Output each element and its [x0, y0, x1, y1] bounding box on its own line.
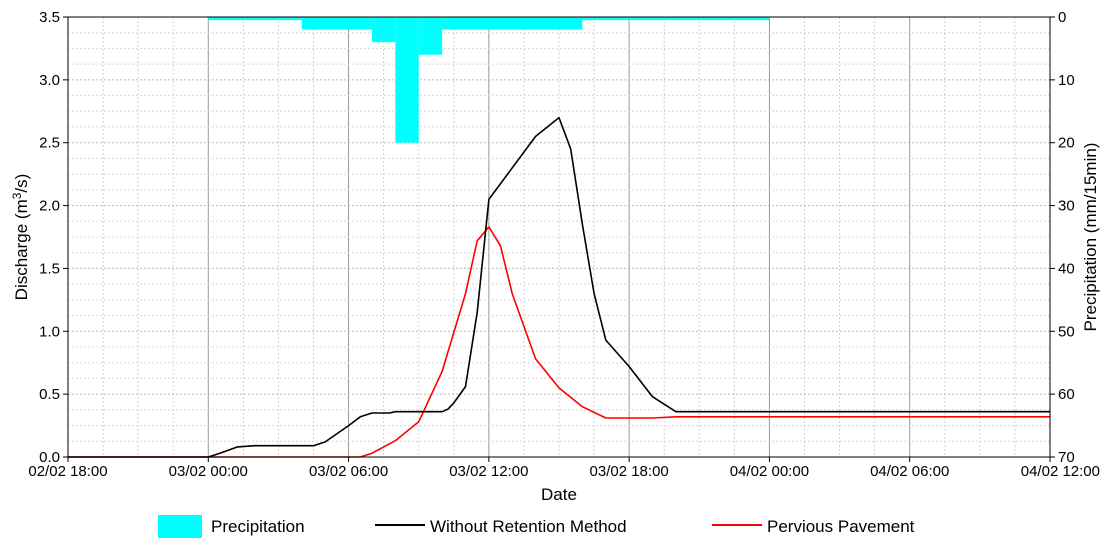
y-tick-label: 2.5	[39, 135, 60, 152]
y2-tick-label: 10	[1058, 72, 1075, 89]
y2-tick-label: 60	[1058, 386, 1075, 403]
precipitation-bar	[418, 17, 443, 55]
series-line-pervious-pavement	[68, 226, 1050, 458]
y2-axis-ticks: 0 10 20 30 40 50 60 70	[1050, 9, 1075, 466]
x-tick-label: 03/02 06:00	[309, 463, 388, 480]
precipitation-bar	[442, 17, 583, 30]
y-tick-label: 0.5	[39, 386, 60, 403]
precipitation-bar	[301, 17, 372, 30]
precipitation-bars	[208, 17, 770, 143]
x-tick-label: 04/02 06:00	[870, 463, 949, 480]
y-tick-label: 1.5	[39, 260, 60, 277]
x-tick-label: 03/02 18:00	[590, 463, 669, 480]
legend-label-without-retention: Without Retention Method	[430, 517, 627, 536]
legend-label-precipitation: Precipitation	[211, 517, 305, 536]
y-axis-title: Discharge (m3/s)	[10, 174, 31, 301]
x-axis-ticks: 02/02 18:00 03/02 00:00 03/02 06:00 03/02 1…	[28, 457, 1100, 480]
x-tick-label: 04/02 12:00	[1021, 463, 1100, 480]
legend: Precipitation Without Retention Method P…	[158, 515, 915, 538]
y-axis-title-superscript: 3	[10, 192, 24, 199]
y-axis-ticks: 0.0 0.5 1.0 1.5 2.0 2.5 3.0 3.5	[39, 9, 68, 466]
y2-tick-label: 30	[1058, 198, 1075, 215]
y2-tick-label: 20	[1058, 135, 1075, 152]
y-axis-title-main: Discharge (m	[12, 199, 31, 300]
y2-tick-label: 40	[1058, 260, 1075, 277]
grid	[68, 17, 1050, 457]
x-tick-label: 03/02 12:00	[449, 463, 528, 480]
precipitation-bar	[582, 17, 770, 21]
y-tick-label: 2.0	[39, 198, 60, 215]
y-tick-label: 3.5	[39, 9, 60, 26]
precipitation-bar	[395, 17, 419, 143]
y2-axis-title: Precipitation (mm/15min)	[1081, 143, 1100, 332]
y2-tick-label: 70	[1058, 449, 1075, 466]
x-tick-label: 02/02 18:00	[28, 463, 107, 480]
legend-swatch-precipitation	[158, 515, 202, 538]
x-axis-title: Date	[541, 485, 577, 504]
plot-frame	[67, 16, 1051, 458]
y2-tick-label: 0	[1058, 9, 1066, 26]
precipitation-bar	[208, 17, 302, 21]
legend-label-pervious-pavement: Pervious Pavement	[767, 517, 915, 536]
discharge-lines	[68, 116, 1050, 458]
y2-tick-label: 50	[1058, 323, 1075, 340]
precipitation-bar	[371, 17, 396, 43]
y-tick-label: 3.0	[39, 72, 60, 89]
x-tick-label: 04/02 00:00	[730, 463, 809, 480]
series-line-without-retention-method	[68, 116, 1050, 458]
y-tick-label: 1.0	[39, 323, 60, 340]
y-axis-title-suffix: /s)	[12, 174, 31, 193]
y-tick-label: 0.0	[39, 449, 60, 466]
x-tick-label: 03/02 00:00	[169, 463, 248, 480]
